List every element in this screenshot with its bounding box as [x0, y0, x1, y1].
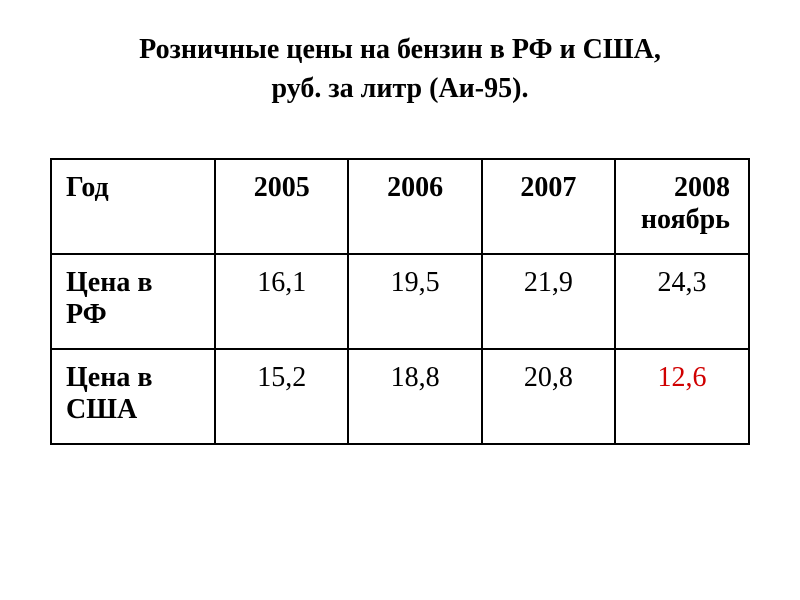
cell-rf-2005: 16,1	[215, 254, 348, 349]
title-line-2: руб. за литр (Аи-95).	[272, 73, 529, 104]
cell-usa-2007: 20,8	[482, 349, 615, 444]
row-header-rf: Цена в РФ	[51, 254, 215, 349]
table-row: Цена в США 15,2 18,8 20,8 12,6	[51, 349, 749, 444]
cell-usa-2006: 18,8	[348, 349, 481, 444]
col-header-2006: 2006	[348, 159, 481, 254]
price-table: Год 2005 2006 2007 2008 ноябрь Цена в РФ…	[50, 158, 750, 445]
cell-rf-2006: 19,5	[348, 254, 481, 349]
col-header-year: Год	[51, 159, 215, 254]
cell-rf-2008: 24,3	[615, 254, 749, 349]
title-line-1: Розничные цены на бензин в РФ и США,	[139, 34, 661, 65]
cell-usa-2008: 12,6	[615, 349, 749, 444]
table-row: Цена в РФ 16,1 19,5 21,9 24,3	[51, 254, 749, 349]
cell-rf-2007: 21,9	[482, 254, 615, 349]
row-header-usa: Цена в США	[51, 349, 215, 444]
table-header-row: Год 2005 2006 2007 2008 ноябрь	[51, 159, 749, 254]
page-title: Розничные цены на бензин в РФ и США, руб…	[50, 30, 750, 108]
col-header-2005: 2005	[215, 159, 348, 254]
col-header-2008: 2008 ноябрь	[615, 159, 749, 254]
col-header-2007: 2007	[482, 159, 615, 254]
cell-usa-2005: 15,2	[215, 349, 348, 444]
